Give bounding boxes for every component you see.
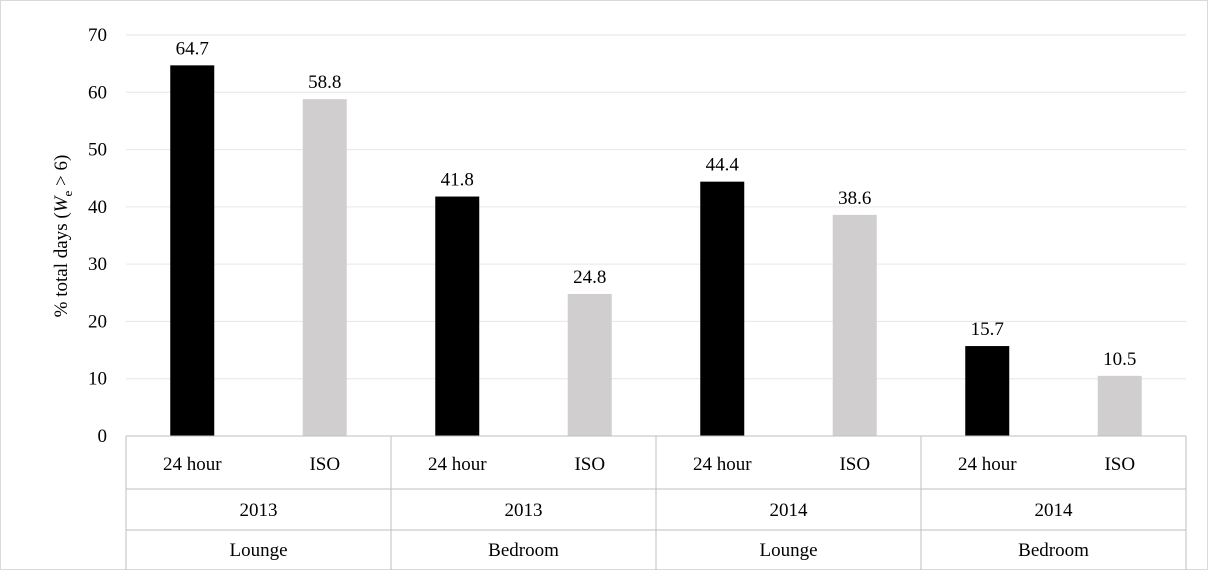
data-label: 15.7 [971,319,1004,340]
y-axis: 0 10 20 30 40 50 60 70 [88,25,107,447]
y-axis-label: % total days (We > 6) [51,155,75,318]
x-tick-label: 24 hour [163,454,222,475]
y-tick-label: 10 [88,369,107,390]
y-tick-label: 70 [88,25,107,46]
x-tick-label: 24 hour [958,454,1017,475]
year-label: 2014 [1035,500,1074,521]
bar [832,214,877,436]
year-label: 2014 [770,500,809,521]
y-tick-label: 60 [88,82,107,103]
y-tick-label: 20 [88,311,107,332]
x-tick-label: 24 hour [693,454,752,475]
y-tick-label: 50 [88,140,107,161]
data-label: 24.8 [573,267,606,288]
bar [965,346,1010,436]
bars: 64.7 58.8 41.8 24.8 44.4 38.6 15.7 10.5 [170,38,1142,437]
data-label: 10.5 [1103,349,1136,370]
data-label: 58.8 [308,72,341,93]
room-label: Lounge [759,540,817,561]
bar [170,65,215,437]
data-label: 64.7 [176,38,209,59]
x-tick-label: ISO [309,454,340,475]
x-tick-label: 24 hour [428,454,487,475]
bar [435,196,480,436]
y-tick-label: 30 [88,254,107,275]
room-label: Bedroom [488,540,559,561]
data-label: 41.8 [441,170,474,191]
bar [700,181,745,436]
gridlines [126,34,1186,380]
bar [567,293,612,436]
bar [302,99,347,436]
data-label: 44.4 [706,155,740,176]
x-tick-label: ISO [1104,454,1135,475]
x-tick-label: ISO [574,454,605,475]
year-label: 2013 [240,500,278,521]
room-label: Lounge [229,540,287,561]
bar [1097,375,1142,436]
year-label: 2013 [505,500,543,521]
x-axis: 24 hour ISO 24 hour ISO 24 hour ISO 24 hour ISO… [125,435,1187,570]
x-tick-label: ISO [839,454,870,475]
y-tick-label: 0 [98,426,108,447]
data-label: 38.6 [838,188,871,209]
y-tick-label: 40 [88,197,107,218]
room-label: Bedroom [1018,540,1089,561]
